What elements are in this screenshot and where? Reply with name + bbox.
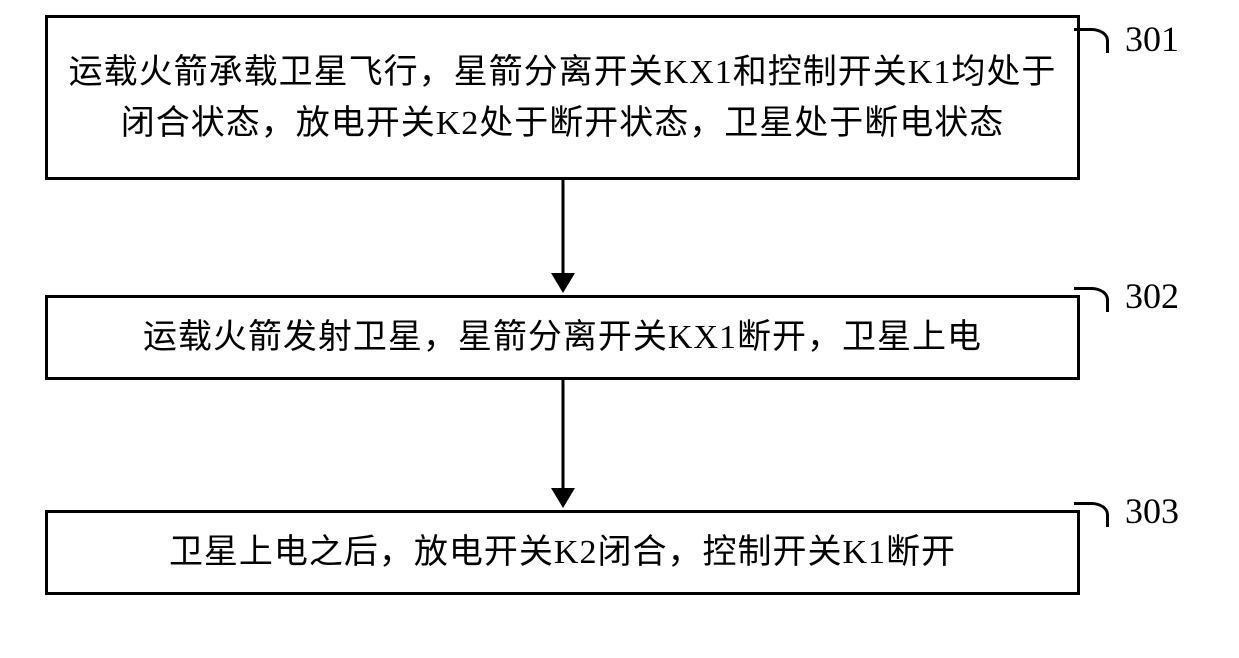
step-box-302: 运载火箭发射卫星，星箭分离开关KX1断开，卫星上电 (45, 295, 1080, 380)
step-label-303: 303 (1125, 490, 1179, 532)
label-connector-301 (1074, 28, 1109, 53)
step-box-303: 卫星上电之后，放电开关K2闭合，控制开关K1断开 (45, 510, 1080, 595)
step-text-303: 卫星上电之后，放电开关K2闭合，控制开关K1断开 (169, 527, 956, 578)
arrow-301-302-line (562, 180, 565, 275)
flowchart-diagram: 运载火箭承载卫星飞行，星箭分离开关KX1和控制开关K1均处于闭合状态，放电开关K… (0, 0, 1239, 658)
step-label-301: 301 (1125, 18, 1179, 60)
step-box-301: 运载火箭承载卫星飞行，星箭分离开关KX1和控制开关K1均处于闭合状态，放电开关K… (45, 15, 1080, 180)
step-text-301: 运载火箭承载卫星飞行，星箭分离开关KX1和控制开关K1均处于闭合状态，放电开关K… (68, 47, 1057, 149)
label-connector-302 (1074, 287, 1109, 312)
arrow-302-303-line (562, 380, 565, 490)
step-text-302: 运载火箭发射卫星，星箭分离开关KX1断开，卫星上电 (143, 312, 982, 363)
arrow-302-303-head (551, 488, 575, 508)
label-connector-303 (1074, 502, 1109, 527)
arrow-301-302-head (551, 273, 575, 293)
step-label-302: 302 (1125, 275, 1179, 317)
